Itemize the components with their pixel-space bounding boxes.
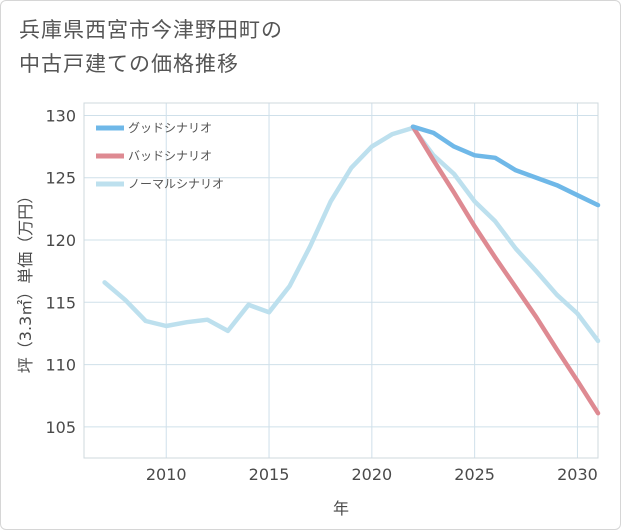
x-tick-label: 2010 xyxy=(146,465,187,484)
legend-label: バッドシナリオ xyxy=(128,149,212,163)
y-tick-label: 110 xyxy=(45,356,76,375)
x-axis-label: 年 xyxy=(333,499,349,518)
plot-frame xyxy=(83,102,599,459)
series-line xyxy=(102,125,601,344)
y-tick-label: 130 xyxy=(45,106,76,125)
x-tick-label: 2025 xyxy=(454,465,495,484)
chart-title-line-1: 兵庫県西宮市今津野田町の xyxy=(19,18,283,42)
y-axis-label: 坪（3.3㎡）単価（万円） xyxy=(16,188,35,373)
plot-area xyxy=(83,102,599,459)
grid-lines xyxy=(84,103,598,458)
legend-label: ノーマルシナリオ xyxy=(128,177,224,191)
x-tick-label: 2015 xyxy=(249,465,290,484)
y-tick-label: 125 xyxy=(45,169,76,188)
legend-label: グッドシナリオ xyxy=(128,121,212,135)
y-tick-label: 120 xyxy=(45,231,76,250)
chart-title-line-2: 中古戸建ての価格推移 xyxy=(19,52,239,76)
y-tick-label: 115 xyxy=(45,293,76,312)
series-lines xyxy=(102,124,601,416)
chart-title: 兵庫県西宮市今津野田町の 中古戸建ての価格推移 xyxy=(19,13,419,81)
x-tick-label: 2020 xyxy=(351,465,392,484)
series-line xyxy=(410,124,601,208)
x-tick-label: 2030 xyxy=(557,465,598,484)
series-line xyxy=(410,124,601,416)
axis-ticks: 2010 2015 2020 2025 2030 105 110 115 120 125 130 xyxy=(45,106,597,484)
y-tick-label: 105 xyxy=(45,418,76,437)
